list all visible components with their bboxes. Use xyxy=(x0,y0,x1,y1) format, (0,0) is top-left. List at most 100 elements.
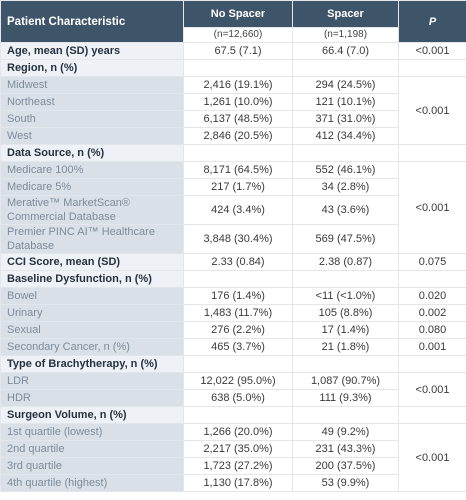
value-cell: 1,483 (11.7%) xyxy=(183,304,293,322)
p-cell: <0.001 xyxy=(398,76,466,145)
value-cell: <11 (<1.0%) xyxy=(292,287,399,305)
value-cell: 17 (1.4%) xyxy=(292,321,399,339)
header-cell: P xyxy=(398,0,466,43)
value-cell: 176 (1.4%) xyxy=(183,287,293,305)
item-row: LDR 12,022 (95.0%) 1,087 (90.7%) <0.001 xyxy=(0,372,466,407)
item-label: Midwest xyxy=(7,79,48,91)
section-row: Region, n (%) xyxy=(0,59,466,77)
value-cell xyxy=(292,144,399,162)
value-cell: 371 (31.0%) xyxy=(292,110,399,128)
p-cell: 0.020 xyxy=(398,287,466,305)
value-cell: 1,266 (20.0%) xyxy=(183,423,293,441)
p-cell: 0.075 xyxy=(398,253,466,271)
p-cell: 0.002 xyxy=(398,304,466,322)
item-label: 4th quartile (highest) xyxy=(7,477,108,489)
item-label: 2nd quartile xyxy=(7,443,65,455)
item-label: South xyxy=(7,113,36,125)
value-cell xyxy=(292,406,399,424)
item-label-cell: Urinary xyxy=(0,304,184,322)
item-label-cell: Northeast xyxy=(0,93,184,111)
item-label: Urinary xyxy=(7,307,43,319)
item-row: Medicare 100% 8,171 (64.5%) 552 (46.1%) <0.… xyxy=(0,161,466,254)
item-label: Medicare 100% xyxy=(7,164,84,176)
count-cell: (n=1,198) xyxy=(292,27,399,43)
item-row: 2nd quartile 2,217 (35.0%) 231 (43.3%) xyxy=(0,440,466,458)
section-title: Region, n (%) xyxy=(0,59,184,77)
value-cell: 276 (2.2%) xyxy=(183,321,293,339)
item-row: West 2,846 (20.5%) 412 (34.4%) xyxy=(0,127,466,145)
value-cell: 53 (9.9%) xyxy=(292,474,399,492)
p-cell: <0.001 xyxy=(398,42,466,60)
item-row: Midwest 2,416 (19.1%) 294 (24.5%) <0.001 xyxy=(0,76,466,145)
value-cell: 21 (1.8%) xyxy=(292,338,399,356)
value-cell: 8,171 (64.5%) xyxy=(183,161,293,179)
section-row: Type of Brachytherapy, n (%) xyxy=(0,355,466,373)
header-row: Patient Characteristic No Spacer Spacer … xyxy=(0,0,466,43)
item-row: Secondary Cancer, n (%) 465 (3.7%) 21 (1.8… xyxy=(0,338,466,356)
item-label-cell: Medicare 100% xyxy=(0,161,184,179)
item-label: Medicare 5% xyxy=(7,181,72,193)
value-cell: 569 (47.5%) xyxy=(292,224,399,254)
p-cell xyxy=(398,270,466,288)
value-cell: 1,130 (17.8%) xyxy=(183,474,293,492)
item-label: 1st quartile (lowest) xyxy=(7,426,103,438)
p-cell: 0.080 xyxy=(398,321,466,339)
item-row: 4th quartile (highest) 1,130 (17.8%) 53 (9… xyxy=(0,474,466,492)
value-cell: 465 (3.7%) xyxy=(183,338,293,356)
value-cell: 231 (43.3%) xyxy=(292,440,399,458)
value-cell: 49 (9.2%) xyxy=(292,423,399,441)
item-row: Northeast 1,261 (10.0%) 121 (10.1%) xyxy=(0,93,466,111)
value-cell: 1,087 (90.7%) xyxy=(292,372,399,390)
item-label-cell: 3rd quartile xyxy=(0,457,184,475)
value-cell: 1,723 (27.2%) xyxy=(183,457,293,475)
value-cell: 34 (2.8%) xyxy=(292,178,399,196)
p-cell xyxy=(398,59,466,77)
section-title: Surgeon Volume, n (%) xyxy=(0,406,184,424)
p-cell xyxy=(398,355,466,373)
item-label-cell: HDR xyxy=(0,389,184,407)
section-row: CCI Score, mean (SD) 2.33 (0.84) 2.38 (0.8… xyxy=(0,253,466,271)
item-row: HDR 638 (5.0%) 111 (9.3%) xyxy=(0,389,466,407)
section-title: Age, mean (SD) years xyxy=(0,42,184,60)
value-cell: 43 (3.6%) xyxy=(292,195,399,225)
count-row: (n=12,660) (n=1,198) xyxy=(1,27,466,43)
value-cell: 2,416 (19.1%) xyxy=(183,76,293,94)
item-row: 1st quartile (lowest) 1,266 (20.0%) 49 (9.… xyxy=(0,423,466,492)
value-cell: 105 (8.8%) xyxy=(292,304,399,322)
value-cell xyxy=(183,270,293,288)
value-cell: 294 (24.5%) xyxy=(292,76,399,94)
p-cell xyxy=(398,144,466,162)
item-label: Merative™ MarketScan® Commercial Databas… xyxy=(7,197,131,223)
item-label-cell: LDR xyxy=(0,372,184,390)
value-cell: 638 (5.0%) xyxy=(183,389,293,407)
value-cell xyxy=(183,59,293,77)
value-cell xyxy=(292,59,399,77)
header-cell: No Spacer xyxy=(183,0,293,28)
section-row: Age, mean (SD) years 67.5 (7.1) 66.4 (7.0)… xyxy=(0,42,466,60)
item-label: Bowel xyxy=(7,290,37,302)
item-label: 3rd quartile xyxy=(7,460,63,472)
item-row: 3rd quartile 1,723 (27.2%) 200 (37.5%) xyxy=(0,457,466,475)
item-label-cell: 4th quartile (highest) xyxy=(0,474,184,492)
item-row: Medicare 5% 217 (1.7%) 34 (2.8%) xyxy=(0,178,466,196)
item-label-cell: Premier PINC AI™ Healthcare Database xyxy=(0,224,184,254)
value-cell: 424 (3.4%) xyxy=(183,195,293,225)
item-row: Sexual 276 (2.2%) 17 (1.4%) 0.080 xyxy=(0,321,466,339)
item-label-cell: West xyxy=(0,127,184,145)
value-cell xyxy=(292,270,399,288)
item-label-cell: South xyxy=(0,110,184,128)
value-cell: 552 (46.1%) xyxy=(292,161,399,179)
value-cell: 200 (37.5%) xyxy=(292,457,399,475)
table-body: Age, mean (SD) years 67.5 (7.1) 66.4 (7.0)… xyxy=(0,42,466,492)
p-cell xyxy=(398,406,466,424)
value-cell: 2.38 (0.87) xyxy=(292,253,399,271)
item-label: Northeast xyxy=(7,96,55,108)
value-cell: 67.5 (7.1) xyxy=(183,42,293,60)
table-head: Patient Characteristic No Spacer Spacer … xyxy=(0,0,466,43)
section-title: Data Source, n (%) xyxy=(0,144,184,162)
value-cell: 6,137 (48.5%) xyxy=(183,110,293,128)
p-cell: <0.001 xyxy=(398,423,466,492)
value-cell: 412 (34.4%) xyxy=(292,127,399,145)
